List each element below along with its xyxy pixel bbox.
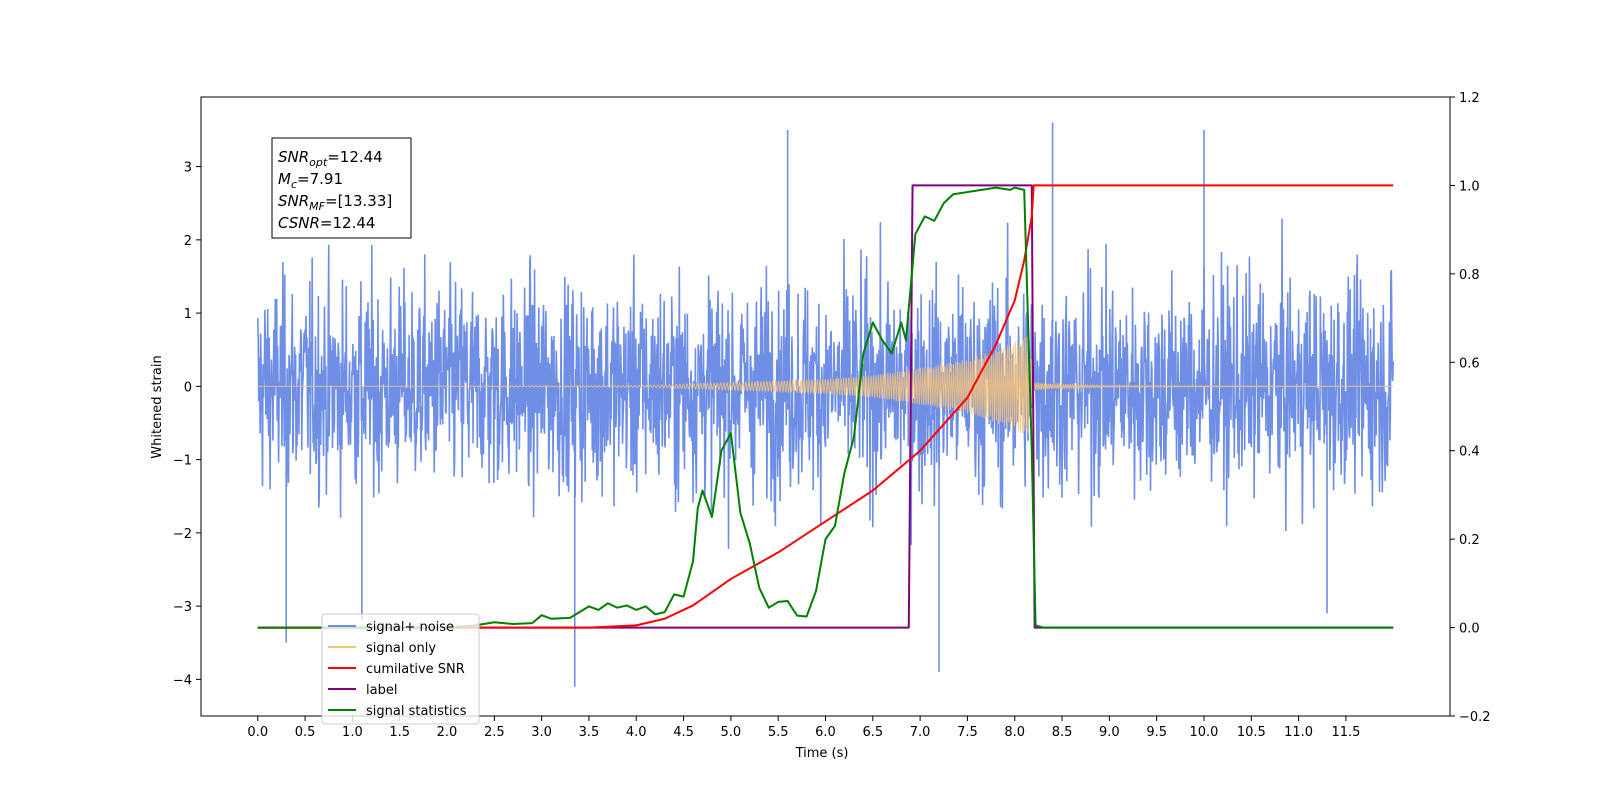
info-subscript: c (291, 178, 297, 191)
signal-only-line (257, 336, 1394, 434)
x-tick-label: 0.5 (295, 725, 316, 740)
info-box-line: Mc=7.91 (278, 170, 343, 191)
x-tick-label: 6.5 (862, 725, 883, 740)
info-value: =12.44 (320, 214, 376, 232)
info-variable: SNR (278, 148, 309, 166)
left-y-tick-label: 1 (184, 307, 192, 322)
x-tick-label: 11.5 (1331, 725, 1360, 740)
left-y-axis-ticks: 3 2 1 0 −1 −2 −3 −4 (173, 161, 201, 688)
x-tick-label: 1.0 (342, 725, 363, 740)
info-box-line: CSNR=12.44 (278, 214, 375, 232)
legend-entry-label: label (366, 683, 397, 698)
info-box: SNRopt=12.44Mc=7.91SNRMF=[13.33]CSNR=12.… (271, 137, 412, 239)
legend-entry-label: cumilative SNR (366, 662, 465, 677)
info-variable: CSNR (278, 214, 320, 232)
info-box-line: SNRopt=12.44 (278, 148, 383, 169)
right-y-tick-label: −0.2 (1459, 710, 1491, 725)
right-y-tick-label: 0.4 (1459, 445, 1480, 460)
x-tick-label: 0.0 (247, 725, 268, 740)
left-y-tick-label: 3 (184, 161, 192, 176)
x-tick-label: 4.5 (673, 725, 694, 740)
left-y-tick-label: 0 (184, 380, 192, 395)
x-tick-label: 10.5 (1237, 725, 1266, 740)
info-variable: SNR (278, 192, 309, 210)
signal-statistics-line (257, 186, 1394, 629)
legend-entry-label: signal only (366, 641, 436, 656)
x-tick-label: 9.5 (1146, 725, 1167, 740)
x-tick-label: 8.5 (1052, 725, 1073, 740)
x-tick-label: 4.0 (626, 725, 647, 740)
legend-entry-label: signal+ noise (366, 620, 454, 635)
right-y-axis-ticks: 1.2 1.0 0.8 0.6 0.4 0.2 0.0 −0.2 (1450, 91, 1491, 725)
left-y-tick-label: −1 (173, 454, 192, 469)
right-y-tick-label: 0.2 (1459, 533, 1480, 548)
right-y-tick-label: 0.6 (1459, 356, 1480, 371)
x-tick-label: 5.5 (768, 725, 789, 740)
x-tick-label: 6.0 (815, 725, 836, 740)
x-tick-label: 8.0 (1004, 725, 1025, 740)
signal-only-series (257, 336, 1394, 434)
left-y-tick-label: −3 (173, 600, 192, 615)
info-subscript: opt (309, 156, 328, 169)
info-box-line: SNRMF=[13.33] (278, 192, 392, 213)
legend-entry-label: signal statistics (366, 704, 467, 719)
left-y-tick-label: −2 (173, 527, 192, 542)
x-tick-label: 1.5 (389, 725, 410, 740)
info-variable: M (278, 170, 291, 188)
right-y-tick-label: 0.8 (1459, 268, 1480, 283)
x-tick-label: 3.5 (579, 725, 600, 740)
left-y-axis-label: Whitened strain (150, 355, 165, 458)
x-tick-label: 7.0 (910, 725, 931, 740)
info-value: =7.91 (297, 170, 343, 188)
right-y-tick-label: 1.2 (1459, 91, 1480, 106)
x-tick-label: 10.0 (1190, 725, 1219, 740)
legend: signal+ noise signal only cumilative SNR la… (321, 613, 480, 725)
x-tick-label: 3.0 (531, 725, 552, 740)
right-y-tick-label: 0.0 (1459, 622, 1480, 637)
plot-area (256, 122, 1395, 687)
x-tick-label: 11.0 (1284, 725, 1313, 740)
left-y-tick-label: 2 (184, 234, 192, 249)
info-value: =12.44 (327, 148, 383, 166)
legend-frame (321, 613, 480, 725)
signal-statistics-series (257, 186, 1394, 629)
signal-noise-series (256, 122, 1395, 687)
x-tick-label: 5.0 (721, 725, 742, 740)
x-tick-label: 2.5 (484, 725, 505, 740)
x-axis-label: Time (s) (795, 746, 849, 761)
info-box-frame (271, 137, 412, 239)
info-value: =[13.33] (325, 192, 392, 210)
x-tick-label: 9.0 (1099, 725, 1120, 740)
left-y-tick-label: −4 (173, 673, 192, 688)
info-subscript: MF (309, 200, 325, 213)
right-y-tick-label: 1.0 (1459, 179, 1480, 194)
x-tick-label: 2.0 (437, 725, 458, 740)
x-tick-label: 7.5 (957, 725, 978, 740)
